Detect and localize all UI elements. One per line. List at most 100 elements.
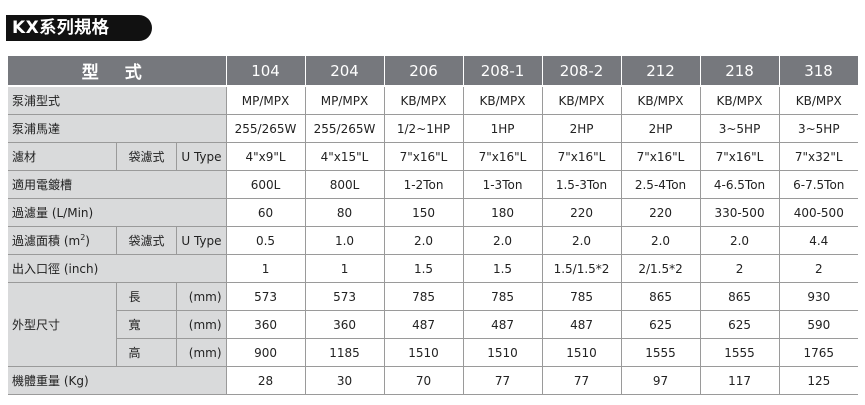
row-pump-type: 泵浦型式 MP/MPX MP/MPX KB/MPX KB/MPX KB/MPX … xyxy=(8,86,859,115)
cell: 400-500 xyxy=(779,198,859,227)
row-label: 過濾面積 (m2) xyxy=(8,226,117,255)
row-label: 機體重量 (Kg) xyxy=(8,366,227,395)
cell: 865 xyxy=(621,282,701,311)
cell: 785 xyxy=(463,282,543,311)
cell: 117 xyxy=(700,366,780,395)
model-header: 212 xyxy=(621,56,701,87)
cell: 97 xyxy=(621,366,701,395)
cell: 6-7.5Ton xyxy=(779,170,859,199)
cell: 28 xyxy=(226,366,306,395)
row-sublabel: U Type xyxy=(176,142,227,171)
cell: 4"x15"L xyxy=(305,142,385,171)
row-weight: 機體重量 (Kg) 28 30 70 77 77 97 117 125 xyxy=(8,366,859,395)
cell: 220 xyxy=(542,198,622,227)
model-header: 208-2 xyxy=(542,56,622,87)
cell: 7"x16"L xyxy=(463,142,543,171)
spec-title: KX系列規格 xyxy=(6,15,152,41)
cell: 180 xyxy=(463,198,543,227)
cell: KB/MPX xyxy=(463,86,543,115)
model-header: 204 xyxy=(305,56,385,87)
cell: 1185 xyxy=(305,338,385,367)
cell: 360 xyxy=(305,310,385,339)
model-header: 218 xyxy=(700,56,780,87)
cell: 1 xyxy=(226,254,306,283)
cell: 800L xyxy=(305,170,385,199)
cell: 2.5-4Ton xyxy=(621,170,701,199)
model-header: 206 xyxy=(384,56,464,87)
header-row: 型 式 104 204 206 208-1 208-2 212 218 318 xyxy=(8,56,859,87)
cell: 2 xyxy=(779,254,859,283)
cell: 2.0 xyxy=(621,226,701,255)
row-dims-width: 寬 (mm) 360 360 487 487 487 625 625 590 xyxy=(8,310,859,339)
cell: 600L xyxy=(226,170,306,199)
cell: 2.0 xyxy=(463,226,543,255)
cell: 785 xyxy=(384,282,464,311)
model-header: 104 xyxy=(226,56,306,87)
cell: 70 xyxy=(384,366,464,395)
cell: 7"x16"L xyxy=(384,142,464,171)
row-tank: 適用電鍍槽 600L 800L 1-2Ton 1-3Ton 1.5-3Ton 2… xyxy=(8,170,859,199)
cell: 2.0 xyxy=(700,226,780,255)
row-sublabel: 寬 xyxy=(116,310,177,339)
cell: 255/265W xyxy=(226,114,306,143)
cell: 1.5-3Ton xyxy=(542,170,622,199)
row-port: 出入口徑 (inch) 1 1 1.5 1.5 1.5/1.5*2 2/1.5*… xyxy=(8,254,859,283)
cell: 30 xyxy=(305,366,385,395)
cell: 1555 xyxy=(621,338,701,367)
cell: 2/1.5*2 xyxy=(621,254,701,283)
cell: 573 xyxy=(305,282,385,311)
cell: 4-6.5Ton xyxy=(700,170,780,199)
cell: 1765 xyxy=(779,338,859,367)
cell: 220 xyxy=(621,198,701,227)
cell: 1.5/1.5*2 xyxy=(542,254,622,283)
cell: 1.5 xyxy=(463,254,543,283)
cell: 7"x32"L xyxy=(779,142,859,171)
cell: 1510 xyxy=(384,338,464,367)
row-sublabel: 袋濾式 xyxy=(116,142,177,171)
cell: KB/MPX xyxy=(384,86,464,115)
cell: 1510 xyxy=(463,338,543,367)
cell: 1555 xyxy=(700,338,780,367)
cell: 573 xyxy=(226,282,306,311)
cell: 4"x9"L xyxy=(226,142,306,171)
cell: 3~5HP xyxy=(779,114,859,143)
model-header: 318 xyxy=(779,56,859,87)
cell: 77 xyxy=(463,366,543,395)
cell: 2 xyxy=(700,254,780,283)
cell: 900 xyxy=(226,338,306,367)
cell: MP/MPX xyxy=(305,86,385,115)
row-sublabel: 袋濾式 xyxy=(116,226,177,255)
cell: KB/MPX xyxy=(542,86,622,115)
row-label: 泵浦型式 xyxy=(8,86,227,115)
row-area: 過濾面積 (m2) 袋濾式 U Type 0.5 1.0 2.0 2.0 2.0… xyxy=(8,226,859,255)
cell: MP/MPX xyxy=(226,86,306,115)
cell: 255/265W xyxy=(305,114,385,143)
cell: 1510 xyxy=(542,338,622,367)
cell: 125 xyxy=(779,366,859,395)
cell: 330-500 xyxy=(700,198,780,227)
cell: 7"x16"L xyxy=(542,142,622,171)
area-label-end: ) xyxy=(85,234,90,248)
cell: 1.5 xyxy=(384,254,464,283)
cell: 1.0 xyxy=(305,226,385,255)
cell: 785 xyxy=(542,282,622,311)
row-unit: (mm) xyxy=(176,338,227,367)
row-dims-height: 高 (mm) 900 1185 1510 1510 1510 1555 1555… xyxy=(8,338,859,367)
model-header: 208-1 xyxy=(463,56,543,87)
row-unit: (mm) xyxy=(176,282,227,311)
cell: 2HP xyxy=(621,114,701,143)
cell: 1-2Ton xyxy=(384,170,464,199)
row-unit: (mm) xyxy=(176,310,227,339)
row-flow: 過濾量 (L/Min) 60 80 150 180 220 220 330-50… xyxy=(8,198,859,227)
row-sublabel: 長 xyxy=(116,282,177,311)
row-sublabel: U Type xyxy=(176,226,227,255)
cell: 1 xyxy=(305,254,385,283)
row-label: 濾材 xyxy=(8,142,117,171)
cell: 625 xyxy=(621,310,701,339)
cell: 2.0 xyxy=(384,226,464,255)
cell: 1/2~1HP xyxy=(384,114,464,143)
cell: 360 xyxy=(226,310,306,339)
row-label: 過濾量 (L/Min) xyxy=(8,198,227,227)
row-filter-media: 濾材 袋濾式 U Type 4"x9"L 4"x15"L 7"x16"L 7"x… xyxy=(8,142,859,171)
cell: 77 xyxy=(542,366,622,395)
